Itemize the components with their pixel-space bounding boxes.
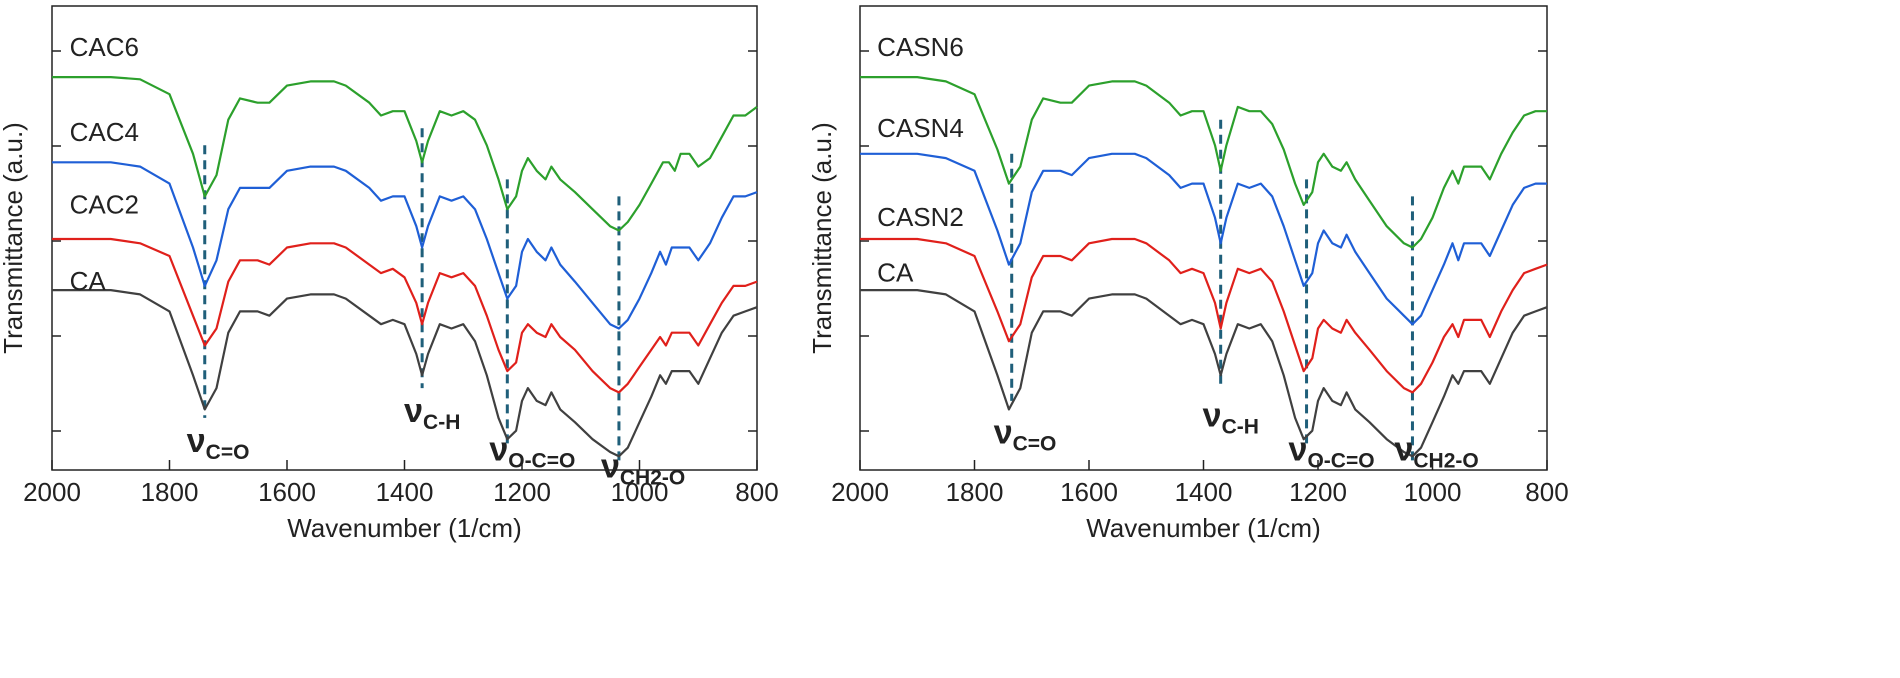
- right-series-line-ca: [860, 289, 1548, 458]
- right-peak-label-c-o: νC=O: [994, 413, 1057, 455]
- left-peak-label-o-c-o: νO-C=O: [489, 431, 575, 473]
- right-y-axis-title: Transmittance (a.u.): [807, 122, 837, 354]
- right-x-tick-label-1600: 1600: [1060, 477, 1118, 507]
- right-x-tick-label-1200: 1200: [1289, 477, 1347, 507]
- left-y-axis-title: Transmittance (a.u.): [0, 122, 28, 354]
- right-series-line-casn4: [860, 152, 1547, 326]
- left-x-tick-label-1400: 1400: [376, 477, 434, 507]
- left-x-tick-label-1600: 1600: [258, 477, 316, 507]
- left-series-line-cac6: [52, 76, 758, 232]
- right-series-label-casn2: CASN2: [877, 202, 964, 232]
- left-x-axis-title: Wavenumber (1/cm): [287, 513, 522, 543]
- left-peak-label-c-h: νC-H: [404, 392, 460, 434]
- right-series-label-casn4: CASN4: [877, 113, 964, 143]
- left-series-label-ca: CA: [70, 266, 107, 296]
- left-panel: 2000 1800 1600 1400 1200 1000 800 Wavenumber (1…: [0, 5, 779, 543]
- right-peak-label-o-c-o: νO-C=O: [1289, 431, 1375, 473]
- right-x-tick-label-800: 800: [1525, 477, 1568, 507]
- right-series-label-casn6: CASN6: [877, 32, 964, 62]
- left-series-label-cac4: CAC4: [70, 117, 139, 147]
- left-series-line-cac4: [52, 161, 758, 330]
- left-x-tick-label-1800: 1800: [141, 477, 199, 507]
- left-peak-label-c-o: νC=O: [187, 422, 250, 464]
- right-peak-label-c-h: νC-H: [1203, 396, 1259, 438]
- left-x-tick-label-1000: 1000: [611, 477, 669, 507]
- left-series-line-cac2: [52, 237, 758, 394]
- left-x-tick-label-2000: 2000: [23, 477, 81, 507]
- right-x-tick-label-1400: 1400: [1175, 477, 1233, 507]
- left-series-label-cac2: CAC2: [70, 189, 139, 219]
- right-x-tick-label-2000: 2000: [831, 477, 889, 507]
- left-series-label-cac6: CAC6: [70, 32, 139, 62]
- right-x-axis-title: Wavenumber (1/cm): [1086, 513, 1321, 543]
- right-series-line-casn2: [860, 237, 1548, 394]
- left-peak-label-ch2-o: νCH2-O: [601, 448, 685, 490]
- right-x-tick-label-1800: 1800: [946, 477, 1004, 507]
- right-series-line-casn6: [860, 76, 1547, 249]
- right-panel: 2000 1800 1600 1400 1200 1000 800 Wavenumber (1…: [807, 5, 1569, 543]
- right-peak-label-ch2-o: νCH2-O: [1394, 431, 1478, 473]
- right-series-label-ca: CA: [877, 258, 914, 288]
- left-series-line-ca: [52, 289, 758, 458]
- right-x-tick-label-1000: 1000: [1404, 477, 1462, 507]
- left-x-tick-label-1200: 1200: [493, 477, 551, 507]
- left-x-tick-label-800: 800: [735, 477, 778, 507]
